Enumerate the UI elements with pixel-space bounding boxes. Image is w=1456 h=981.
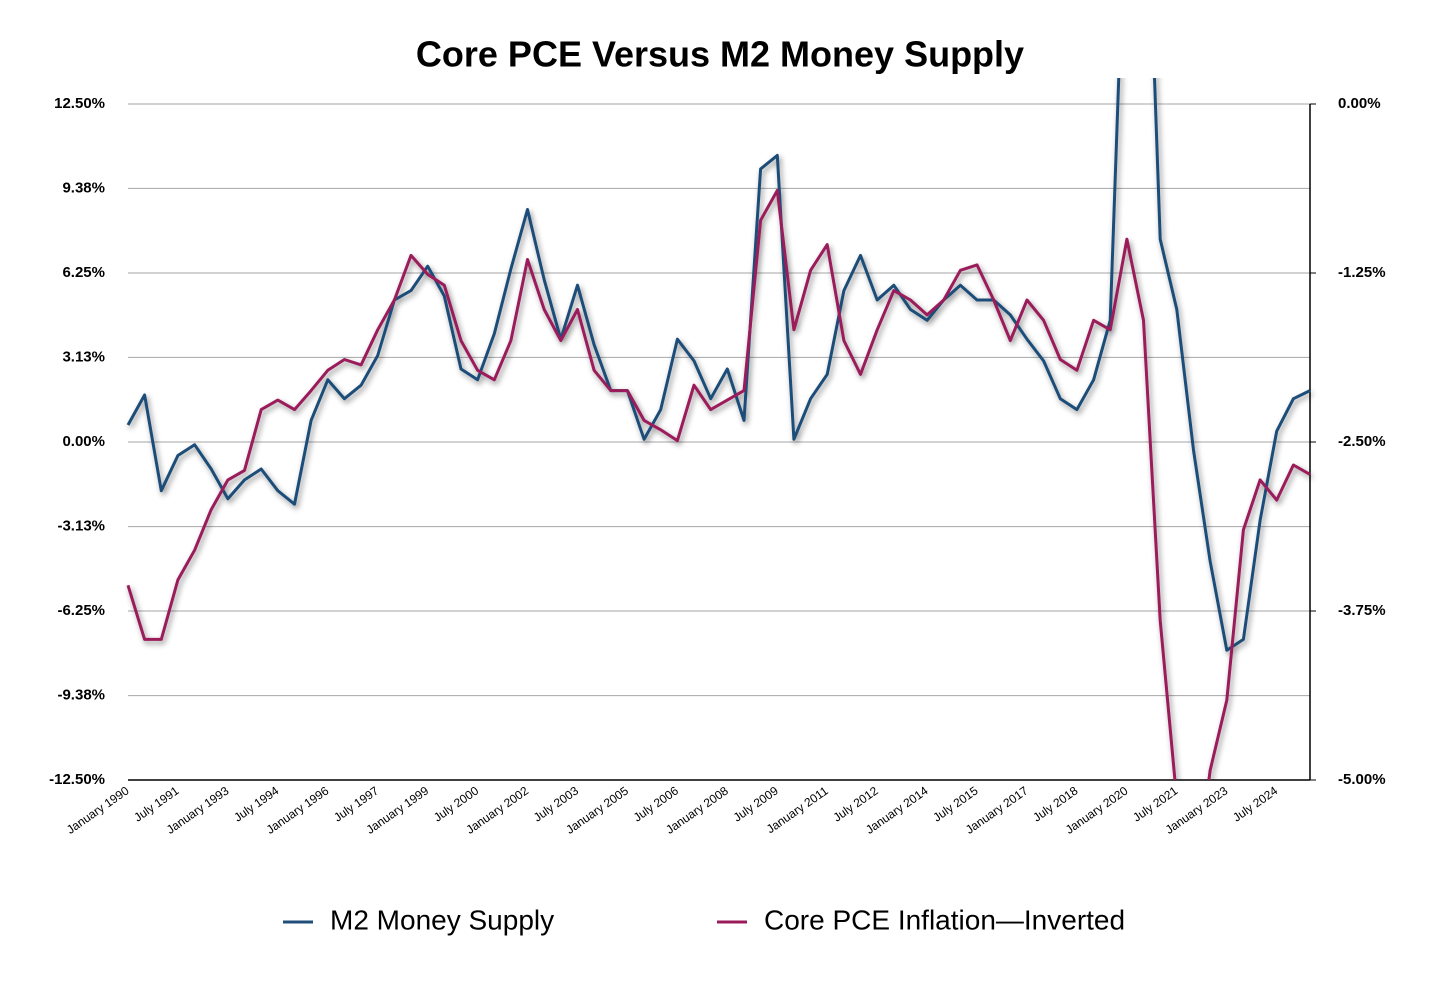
- x-tick-label: July 2024: [1230, 783, 1280, 824]
- series-line: [126, 189, 1311, 780]
- y-tick-label: 12.50%: [54, 95, 105, 112]
- series-line: [126, 78, 1311, 652]
- y-tick-label: 9.38%: [62, 179, 105, 196]
- y-tick-label: -9.38%: [57, 687, 105, 704]
- y2-tick-label: -1.25%: [1338, 264, 1386, 281]
- y-tick-label: -12.50%: [49, 771, 105, 788]
- y2-tick-label: 0.00%: [1338, 95, 1381, 112]
- y-tick-label: 0.00%: [62, 433, 105, 450]
- y-tick-label: -3.13%: [57, 518, 105, 535]
- chart-title: Core PCE Versus M2 Money Supply: [416, 34, 1024, 75]
- x-tick-label: January 1990: [64, 783, 132, 836]
- y2-tick-label: -5.00%: [1338, 771, 1386, 788]
- y-tick-label: 6.25%: [62, 264, 105, 281]
- legend-label: Core PCE Inflation—Inverted: [764, 904, 1125, 935]
- legend-label: M2 Money Supply: [330, 904, 554, 935]
- y-tick-label: -6.25%: [57, 602, 105, 619]
- y-tick-label: 3.13%: [62, 348, 105, 365]
- y2-tick-label: -3.75%: [1338, 602, 1386, 619]
- y2-tick-label: -2.50%: [1338, 433, 1386, 450]
- plot-lines: [126, 78, 1311, 780]
